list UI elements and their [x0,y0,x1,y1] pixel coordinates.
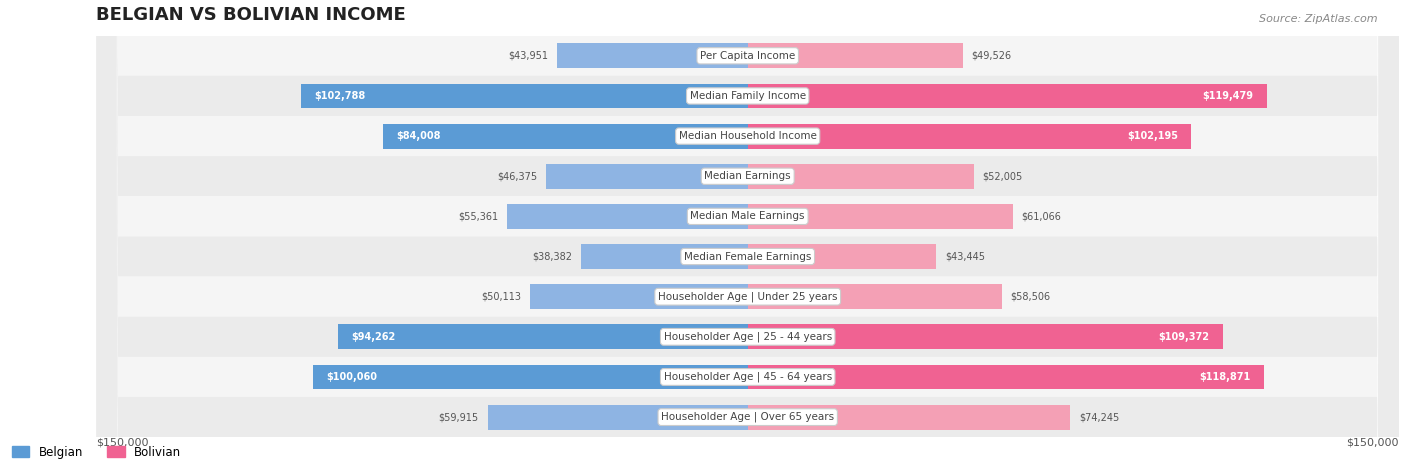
FancyBboxPatch shape [97,0,1399,467]
Bar [547,164,748,189]
Text: $109,372: $109,372 [1159,332,1209,342]
Bar [748,43,963,68]
Text: $94,262: $94,262 [352,332,395,342]
Bar [748,124,1191,149]
Bar [382,124,748,149]
Text: Per Capita Income: Per Capita Income [700,51,796,61]
Bar [748,325,1223,349]
Bar [748,284,1001,309]
Bar [748,405,1070,430]
Text: $58,506: $58,506 [1011,292,1050,302]
Text: $100,060: $100,060 [326,372,377,382]
Text: $49,526: $49,526 [972,51,1011,61]
Bar [530,284,748,309]
Legend: Belgian, Bolivian: Belgian, Bolivian [7,441,186,463]
Text: $84,008: $84,008 [396,131,440,141]
Bar [488,405,748,430]
FancyBboxPatch shape [97,0,1399,467]
Text: $55,361: $55,361 [458,212,499,221]
Text: Householder Age | 45 - 64 years: Householder Age | 45 - 64 years [664,372,832,382]
Text: $59,915: $59,915 [439,412,479,422]
Bar [748,164,973,189]
Text: $43,951: $43,951 [508,51,548,61]
Bar [301,84,748,108]
Text: $61,066: $61,066 [1022,212,1062,221]
Text: $118,871: $118,871 [1199,372,1251,382]
FancyBboxPatch shape [97,0,1399,467]
Text: Median Earnings: Median Earnings [704,171,792,181]
Bar [581,244,748,269]
Text: Householder Age | 25 - 44 years: Householder Age | 25 - 44 years [664,332,832,342]
Bar [508,204,748,229]
Text: Householder Age | Over 65 years: Householder Age | Over 65 years [661,412,834,422]
FancyBboxPatch shape [97,0,1399,467]
Text: $38,382: $38,382 [533,252,572,262]
Text: $119,479: $119,479 [1202,91,1254,101]
Text: Householder Age | Under 25 years: Householder Age | Under 25 years [658,291,838,302]
Bar [314,365,748,389]
Bar [748,204,1012,229]
Text: $52,005: $52,005 [983,171,1022,181]
Bar [748,84,1267,108]
Text: $50,113: $50,113 [481,292,522,302]
Bar [339,325,748,349]
FancyBboxPatch shape [97,0,1399,467]
Text: Median Family Income: Median Family Income [690,91,806,101]
Bar [748,365,1264,389]
Text: $102,195: $102,195 [1128,131,1178,141]
FancyBboxPatch shape [97,0,1399,467]
Bar [557,43,748,68]
Text: BELGIAN VS BOLIVIAN INCOME: BELGIAN VS BOLIVIAN INCOME [97,6,406,24]
Text: $74,245: $74,245 [1078,412,1119,422]
FancyBboxPatch shape [97,0,1399,467]
FancyBboxPatch shape [97,0,1399,467]
Text: Median Female Earnings: Median Female Earnings [685,252,811,262]
Text: Median Household Income: Median Household Income [679,131,817,141]
Text: $43,445: $43,445 [945,252,986,262]
Text: Source: ZipAtlas.com: Source: ZipAtlas.com [1260,14,1378,24]
FancyBboxPatch shape [97,0,1399,467]
Text: $150,000: $150,000 [1347,437,1399,447]
FancyBboxPatch shape [97,0,1399,467]
Text: $102,788: $102,788 [315,91,366,101]
Text: $150,000: $150,000 [97,437,149,447]
Bar [748,244,936,269]
Text: Median Male Earnings: Median Male Earnings [690,212,806,221]
Text: $46,375: $46,375 [498,171,537,181]
